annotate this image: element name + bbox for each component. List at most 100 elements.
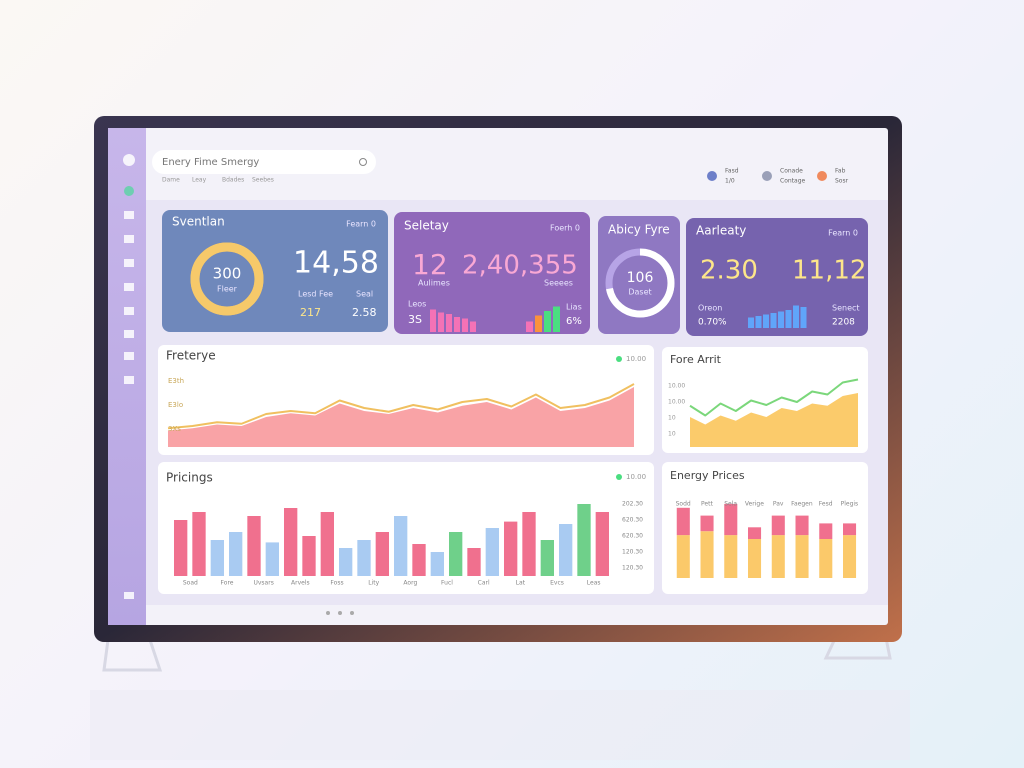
action-label: Fab [835,168,846,175]
x-tick-label: Verige [745,501,764,508]
bar [553,306,560,332]
bar [462,318,468,332]
sidebar-icons [123,154,135,599]
x-tick-label: Lat [516,580,526,587]
bar-segment [676,507,690,536]
bar [174,520,188,576]
bar [748,317,754,328]
card [394,212,590,334]
card-sub: Aulimes [418,279,450,288]
bar-segment [748,539,762,578]
bar-segment [819,523,833,539]
bar [320,512,334,576]
x-tick-label: Evcs [550,580,564,587]
x-tick-label: Aorg [403,580,417,587]
ring-value: 106 [627,270,654,286]
bar-segment [795,515,809,536]
x-tick-label: Lity [368,580,379,587]
marks: E3th E3lo 3Xs 10.00 10.00 10 10 Soad Fore Uvsars A… [167,242,859,587]
bar [522,512,536,576]
x-tick-label: Arvels [291,580,310,587]
axis-label: 10 [668,415,676,422]
search-box[interactable] [152,150,376,174]
stat-value: 3S [408,313,422,326]
card [162,210,388,332]
bar [770,313,777,328]
bar [394,516,408,576]
line [167,383,635,430]
x-tick-label: Leas [587,580,601,587]
bar [595,512,609,576]
bar [504,521,518,576]
card-value: 2,40,355 [462,251,578,281]
bar [265,542,279,576]
x-tick-label: Plegis [841,501,859,508]
bar-segment [819,539,833,578]
x-tick-label: Pett [701,501,713,508]
x-tick-label: Sela [724,501,737,508]
bar [229,532,243,576]
ring-value: 300 [213,265,242,283]
card-title: Abicy Fyre [608,223,670,237]
axis-label: 620.30 [622,533,643,540]
axis-label: 3Xs [168,425,181,433]
bar [526,321,533,332]
bar [535,315,542,332]
bar [763,314,769,328]
action-sub: 1/0 [725,178,735,185]
stat-label: Seal [356,290,373,299]
bar [755,316,762,328]
area [690,393,858,447]
bar [412,544,426,576]
bar [485,528,499,576]
bar [544,311,551,332]
card-badge: Fearn 0 [828,229,858,238]
x-tick-label: Fesd [819,501,833,508]
breadcrumb: Seebes [252,177,274,184]
x-tick-label: Uvsars [253,580,273,587]
pager [326,611,354,615]
x-tick-label: Fucl [441,580,453,587]
breadcrumbs: Dame Leay Bdades Seebes [162,177,274,184]
legend-dot [616,474,622,480]
breadcrumb: Dame [162,177,180,184]
reflection [90,690,910,760]
bar [339,548,353,576]
bar [357,540,371,576]
bar [454,317,460,332]
x-tick-label: Sodd [676,501,691,508]
card [686,218,868,336]
bar-segment [748,527,762,539]
breadcrumb: Leay [192,177,207,184]
bar-segment [843,535,857,578]
action-icon [762,171,772,181]
axis-label: 620.30 [622,517,643,524]
action-label: Conade [780,168,803,175]
stand [102,627,892,672]
action-sub: Contage [780,178,806,185]
bar [800,307,807,328]
legend-dot [616,356,622,362]
axis-label: 120.30 [622,565,643,572]
bar [375,532,389,576]
bar [446,314,452,332]
stat-value: 217 [300,306,321,319]
card-title: Aarleaty [696,224,746,238]
action-label: Fasd [725,168,739,175]
card-value: 11,12 [792,256,866,286]
search-text: Enery Fime Smergy [162,157,259,168]
stat-label: Lesd Fee [298,290,333,299]
axis-label: E3th [168,377,184,385]
axis-label: E3lo [168,401,183,409]
panel-title: Freterye [166,349,216,363]
action-icon [817,171,827,181]
bar [785,310,792,328]
panel-title: Pricings [166,471,213,485]
bar-segment [771,535,785,578]
bar [438,312,444,332]
bar [793,305,799,328]
action-sub: Sosr [835,178,849,185]
x-tick-label: Pav [773,501,784,508]
